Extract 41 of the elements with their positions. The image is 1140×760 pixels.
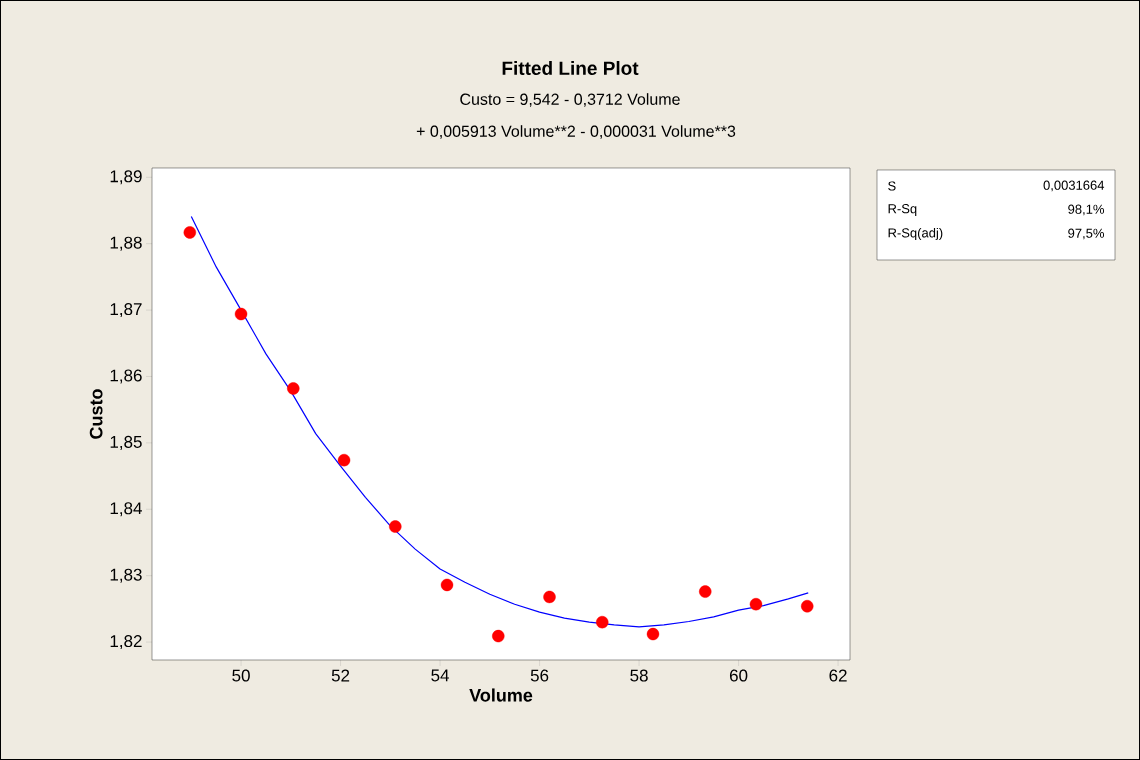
text: S: [888, 181, 896, 191]
x-tick-label: 54: [431, 669, 450, 682]
point: [801, 600, 814, 613]
point: [440, 578, 454, 592]
point: [699, 585, 712, 598]
text: Volume**3: [661, 125, 736, 137]
chart-title: Fitted Line Plot: [502, 61, 639, 75]
text: 98,1%: [1068, 204, 1105, 216]
line-series: [190, 215, 809, 628]
y-tick-label: 1,82: [110, 635, 142, 650]
chart-subtitle: Custo = 9,542 - 0,3712 Volume: [460, 93, 680, 107]
point: [234, 307, 248, 321]
point: [596, 615, 609, 629]
x-tick-label: 60: [729, 669, 748, 682]
point: [337, 453, 351, 467]
point: [492, 629, 505, 643]
point: [183, 226, 197, 239]
point: [287, 382, 300, 395]
text: R-Sq(adj): [888, 227, 943, 241]
x-tick-label: 58: [630, 669, 648, 682]
y-tick-label: 1,87: [110, 303, 142, 318]
y-axis-title: Custo: [89, 389, 103, 439]
text: 0,0031664: [1043, 180, 1105, 192]
y-tick-label: 1,89: [110, 170, 142, 185]
y-tick-label: 1,85: [110, 435, 142, 450]
y-tick-label: 1,83: [110, 568, 142, 583]
x-axis-title: Volume: [469, 688, 533, 702]
point: [389, 520, 402, 533]
x-tick-label: 52: [331, 669, 350, 682]
y-tick-label: 1,84: [110, 502, 142, 517]
y-tick-label: 1,86: [110, 369, 142, 384]
text: 97,5%: [1068, 228, 1105, 240]
point: [749, 598, 763, 611]
text: + 0,005913 Volume**2 - 0,000031: [416, 125, 656, 139]
point: [646, 627, 660, 641]
text: R-Sq: [888, 204, 917, 216]
point: [543, 590, 556, 604]
x-tick-label: 50: [232, 669, 250, 682]
y-tick-label: 1,88: [110, 236, 142, 251]
x-tick-label: 56: [530, 669, 549, 682]
x-tick-label: 62: [829, 669, 847, 682]
